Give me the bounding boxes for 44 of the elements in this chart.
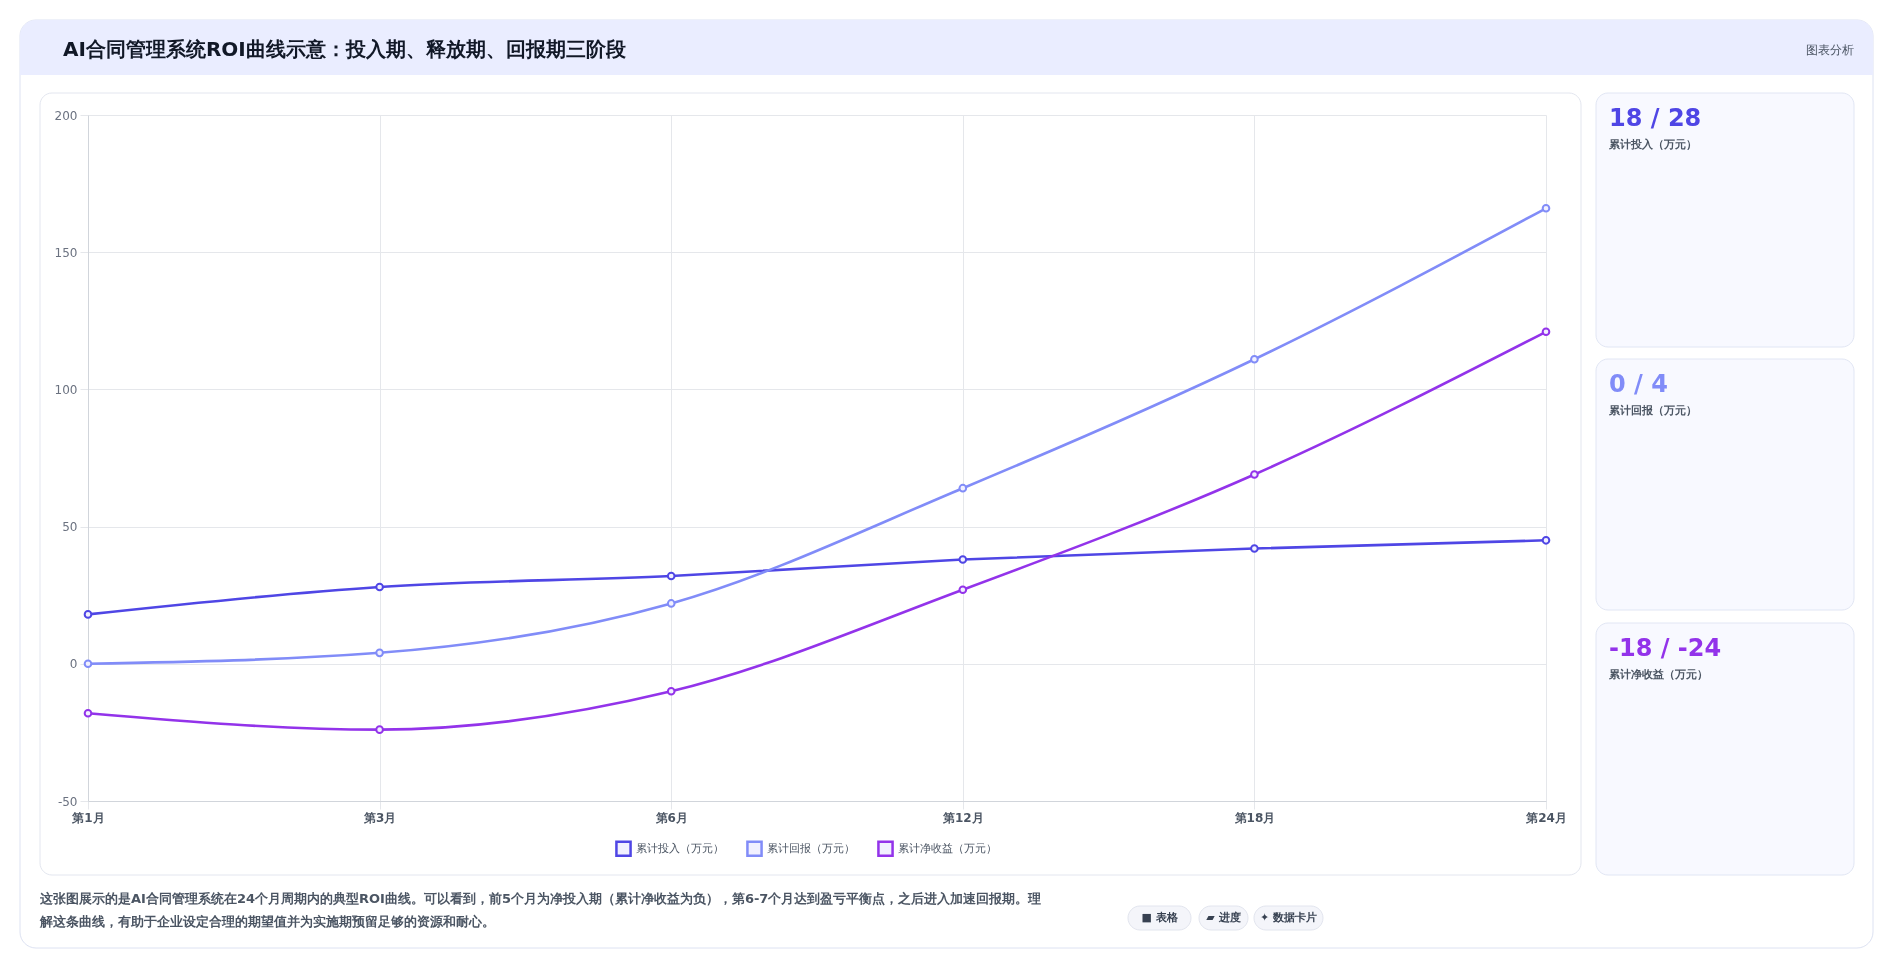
point <box>83 610 93 619</box>
y-tick-label: 50 <box>62 520 78 535</box>
point <box>1250 470 1259 479</box>
x-tick-label: 第24月 <box>1525 810 1567 825</box>
point <box>666 571 676 581</box>
x-tick-label: 第12月 <box>941 810 984 825</box>
point <box>1541 536 1551 545</box>
point <box>83 708 93 718</box>
legend-label: 累计净收益（万元） <box>898 841 997 855</box>
x-tick-label: 第18月 <box>1233 810 1276 825</box>
text: 图表分析 <box>1806 43 1854 57</box>
text: 累计投入（万元） <box>1609 138 1697 151</box>
chart-title: AI合同管理系统ROI曲线示意：投入期、释放期、回报期三阶段 <box>63 37 627 61</box>
point <box>1250 354 1259 364</box>
point <box>666 686 676 696</box>
point <box>1541 327 1551 337</box>
text: 累计回报（万元） <box>1609 404 1697 417</box>
text: ✦ 数据卡片 <box>1259 911 1318 924</box>
point <box>958 555 968 564</box>
legend-label: 累计回报（万元） <box>767 841 855 855</box>
point <box>1250 544 1259 553</box>
y-tick-label: 150 <box>54 245 78 260</box>
text: ■ 表格 <box>1141 911 1179 924</box>
point <box>375 648 384 658</box>
x-tick-label: 第3月 <box>362 810 397 825</box>
text: -18 / -24 <box>1609 634 1722 662</box>
y-tick-label: 100 <box>54 382 78 397</box>
text: 累计净收益（万元） <box>1609 668 1708 681</box>
legend-label: 累计投入（万元） <box>636 841 724 855</box>
text: 这张图展示的是AI合同管理系统在24个月周期内的典型ROI曲线。可以看到，前5个月为净投入期（累计净收益为负），第6-7个月达到盈亏平衡点，之后进入加速回报期。理解这条曲线，有助于企业设定合理的期望值并为实施期预留足够的资源和耐心。 <box>39 891 1042 929</box>
text: 0 / 4 <box>1609 370 1668 398</box>
y-tick-label: 0 <box>69 657 78 672</box>
x-tick-label: 第1月 <box>71 810 105 825</box>
point <box>375 582 384 592</box>
point <box>375 725 384 734</box>
y-tick-label: 200 <box>54 108 78 123</box>
point <box>666 599 676 608</box>
x-tick-label: 第6月 <box>654 810 688 825</box>
text: ▰ 进度 <box>1206 911 1241 924</box>
point <box>1541 203 1551 213</box>
point <box>958 585 968 595</box>
point <box>958 483 968 493</box>
y-tick-label: -50 <box>57 794 78 809</box>
text: 18 / 28 <box>1609 104 1702 132</box>
